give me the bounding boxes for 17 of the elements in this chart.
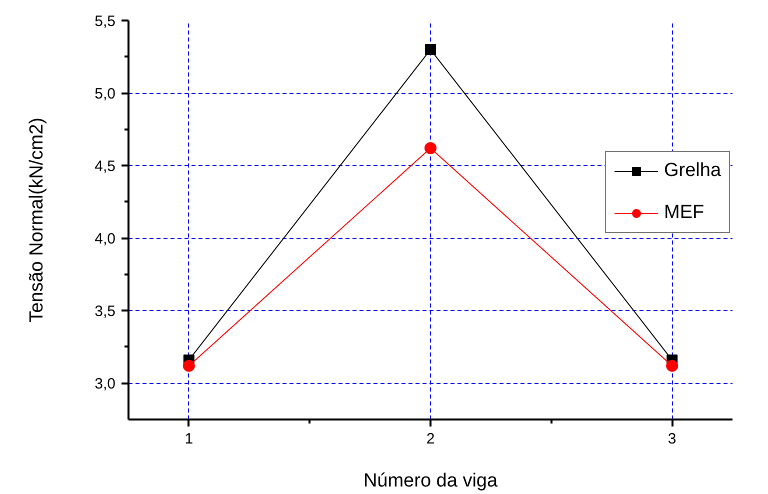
y-tick-label: 5,0 bbox=[94, 86, 116, 103]
x-tick-label: 3 bbox=[668, 430, 676, 448]
point bbox=[182, 360, 195, 372]
y-tick-label: 3,5 bbox=[94, 303, 116, 320]
point bbox=[666, 360, 678, 372]
y-tick-label: 4,5 bbox=[94, 158, 116, 176]
legend-label: MEF bbox=[664, 202, 704, 224]
point bbox=[424, 142, 436, 154]
y-tick-label: 5,5 bbox=[94, 13, 116, 30]
legend-label: Grelha bbox=[664, 160, 722, 182]
y-axis-title: Tensão Normal(kN/cm2) bbox=[26, 118, 48, 322]
y-tick-label: 3,0 bbox=[94, 376, 116, 393]
point bbox=[425, 44, 436, 56]
x-axis-title: Número da viga bbox=[363, 470, 498, 492]
x-tick-label: 2 bbox=[426, 430, 435, 448]
y-tick-label: 4,0 bbox=[94, 230, 116, 248]
x-tick-label: 1 bbox=[184, 430, 194, 448]
